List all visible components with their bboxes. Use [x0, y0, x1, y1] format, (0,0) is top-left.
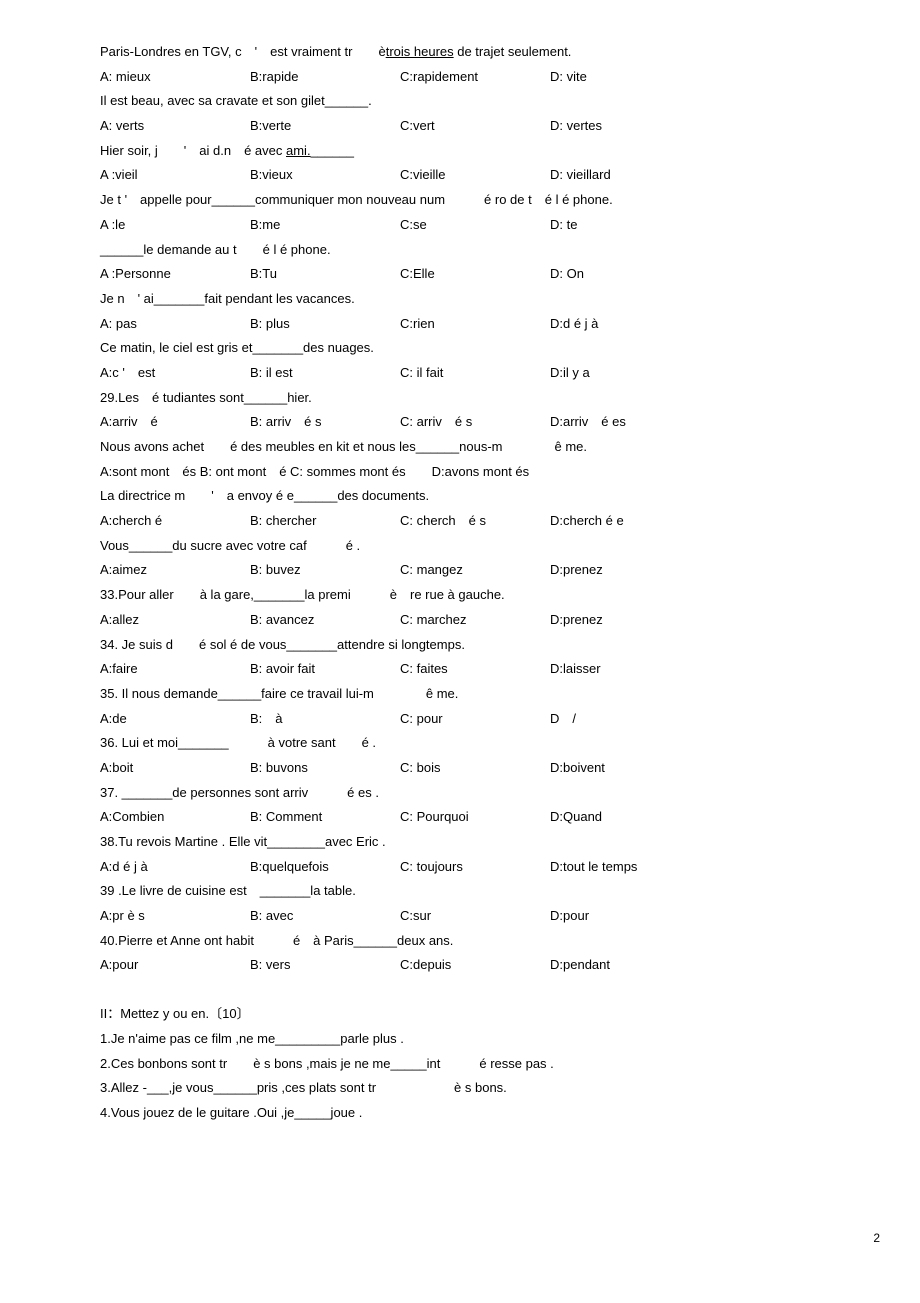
choice-row: A :vieil B:vieux C:vieille D: vieillard: [100, 163, 830, 188]
choice-row: A:faire B: avoir fait C: faites D:laisse…: [100, 657, 830, 682]
question-text: 37. _______de personnes sont arriv é es …: [100, 781, 830, 806]
section-heading: II：Mettez y ou en.〔10〕: [100, 1002, 830, 1027]
choice-row: A: mieux B:rapide C:rapidement D: vite: [100, 65, 830, 90]
choice-row: A:cherch é B: chercher C: cherch é s D:c…: [100, 509, 830, 534]
question-text: Il est beau, avec sa cravate et son gile…: [100, 89, 830, 114]
choice-row: A:d é j à B:quelquefois C: toujours D:to…: [100, 855, 830, 880]
fill-item: 4.Vous jouez de le guitare .Oui ,je_____…: [100, 1101, 830, 1126]
choice-row: A:pr è s B: avec C:sur D:pour: [100, 904, 830, 929]
choice-row: A:aimez B: buvez C: mangez D:prenez: [100, 558, 830, 583]
question-text: ______le demande au t é l é phone.: [100, 238, 830, 263]
fill-item: 3.Allez -___,je vous______pris ,ces plat…: [100, 1076, 830, 1101]
choice-row: A:arriv é B: arriv é s C: arriv é s D:ar…: [100, 410, 830, 435]
question-text: 40.Pierre et Anne ont habit é à Paris___…: [100, 929, 830, 954]
question-text: Vous______du sucre avec votre caf é .: [100, 534, 830, 559]
choice-row: A: verts B:verte C:vert D: vertes: [100, 114, 830, 139]
choice-b: B:rapide: [250, 65, 400, 90]
choice-d: D: vite: [550, 65, 587, 90]
choice-row: A:c ' est B: il est C: il fait D:il y a: [100, 361, 830, 386]
question-text: Je n ' ai_______fait pendant les vacance…: [100, 287, 830, 312]
question-text: Nous avons achet é des meubles en kit et…: [100, 435, 830, 460]
choice-row: A:sont mont és B: ont mont é C: sommes m…: [100, 460, 830, 485]
fill-item: 2.Ces bonbons sont tr è s bons ,mais je …: [100, 1052, 830, 1077]
choice-row: A:boit B: buvons C: bois D:boivent: [100, 756, 830, 781]
question-text: 36. Lui et moi_______ à votre sant é .: [100, 731, 830, 756]
question-text: 39 .Le livre de cuisine est _______la ta…: [100, 879, 830, 904]
choice-row: A :Personne B:Tu C:Elle D: On: [100, 262, 830, 287]
choice-row: A: pas B: plus C:rien D:d é j à: [100, 312, 830, 337]
document-page: Paris-Londres en TGV, c ' est vraiment t…: [100, 40, 830, 1240]
choice-c: C:rapidement: [400, 65, 550, 90]
choice-a: A: mieux: [100, 65, 250, 90]
question-text: 38.Tu revois Martine . Elle vit________a…: [100, 830, 830, 855]
choice-row: A:Combien B: Comment C: Pourquoi D:Quand: [100, 805, 830, 830]
question-text: 29.Les é tudiantes sont______hier.: [100, 386, 830, 411]
question-text: Je t ' appelle pour______communiquer mon…: [100, 188, 830, 213]
choice-row: A:allez B: avancez C: marchez D:prenez: [100, 608, 830, 633]
question-text: Ce matin, le ciel est gris et_______des …: [100, 336, 830, 361]
choice-row: A:de B: à C: pour D /: [100, 707, 830, 732]
page-number: 2: [873, 1227, 880, 1250]
fill-item: 1.Je n'aime pas ce film ,ne me_________p…: [100, 1027, 830, 1052]
question-text: Paris-Londres en TGV, c ' est vraiment t…: [100, 40, 830, 65]
question-text: 35. Il nous demande______faire ce travai…: [100, 682, 830, 707]
question-text: La directrice m ' a envoy é e______des d…: [100, 484, 830, 509]
choice-row: A:pour B: vers C:depuis D:pendant: [100, 953, 830, 978]
question-text: 34. Je suis d é sol é de vous_______atte…: [100, 633, 830, 658]
question-text: 33.Pour aller à la gare,_______la premi …: [100, 583, 830, 608]
choice-row: A :le B:me C:se D: te: [100, 213, 830, 238]
question-text: Hier soir, j ' ai d.n é avec ami.______: [100, 139, 830, 164]
